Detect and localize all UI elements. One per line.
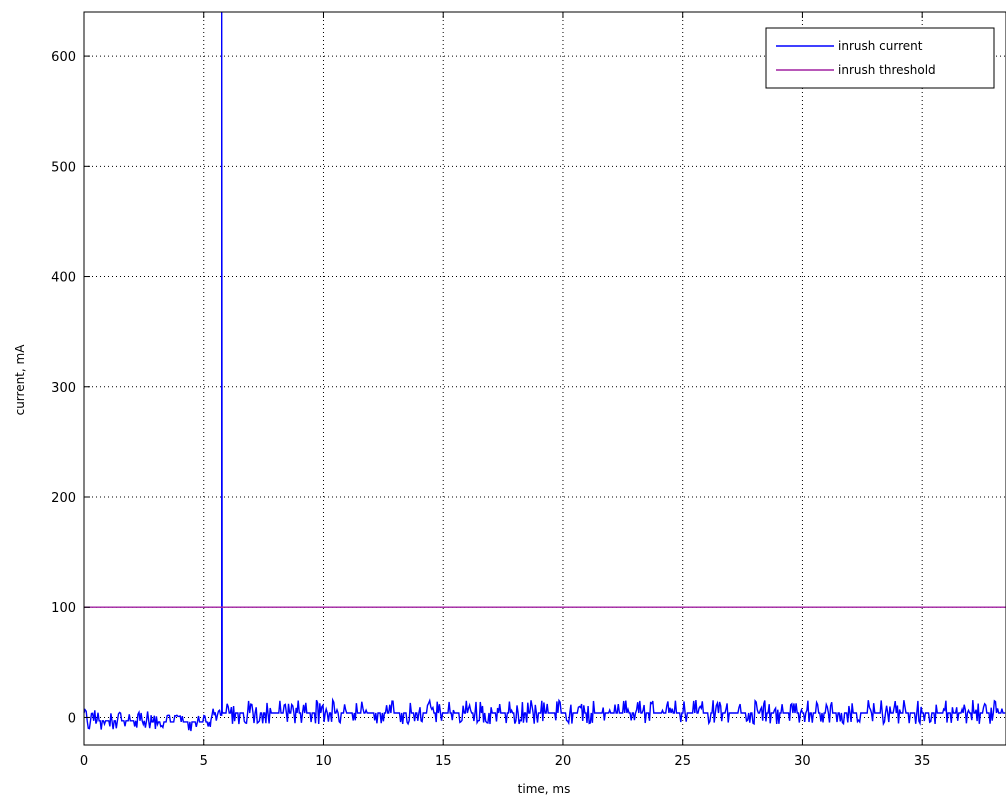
y-axis-label: current, mA (13, 344, 27, 416)
x-tick-label: 5 (200, 754, 208, 769)
x-tick-label: 15 (435, 754, 452, 769)
y-tick-label: 400 (51, 271, 76, 286)
x-tick-label: 30 (794, 754, 811, 769)
legend-box (765, 27, 995, 89)
y-tick-label: 600 (51, 50, 76, 65)
legend-entry-label: inrush threshold (838, 63, 936, 77)
x-axis-label: time, ms (518, 782, 571, 796)
axis-ticks: 0 5 10 15 20 25 30 35 0 100 200 300 400 500 600 (51, 12, 930, 769)
y-tick-label: 0 (68, 711, 76, 726)
x-tick-label: 0 (80, 754, 88, 769)
legend: inrush current inrush threshold (765, 27, 995, 89)
x-tick-label: 10 (315, 754, 332, 769)
x-tick-label: 35 (914, 754, 931, 769)
y-tick-label: 100 (51, 601, 76, 616)
plot-frame (83, 11, 1006, 746)
x-tick-label: 25 (674, 754, 691, 769)
data-series (83, 11, 1006, 732)
series-line-inrush-current (83, 11, 1006, 732)
legend-entry-label: inrush current (838, 39, 923, 53)
x-tick-label: 20 (555, 754, 572, 769)
y-tick-label: 300 (51, 381, 76, 396)
plot-area (84, 12, 1006, 745)
y-tick-label: 500 (51, 160, 76, 175)
y-tick-label: 200 (51, 491, 76, 506)
